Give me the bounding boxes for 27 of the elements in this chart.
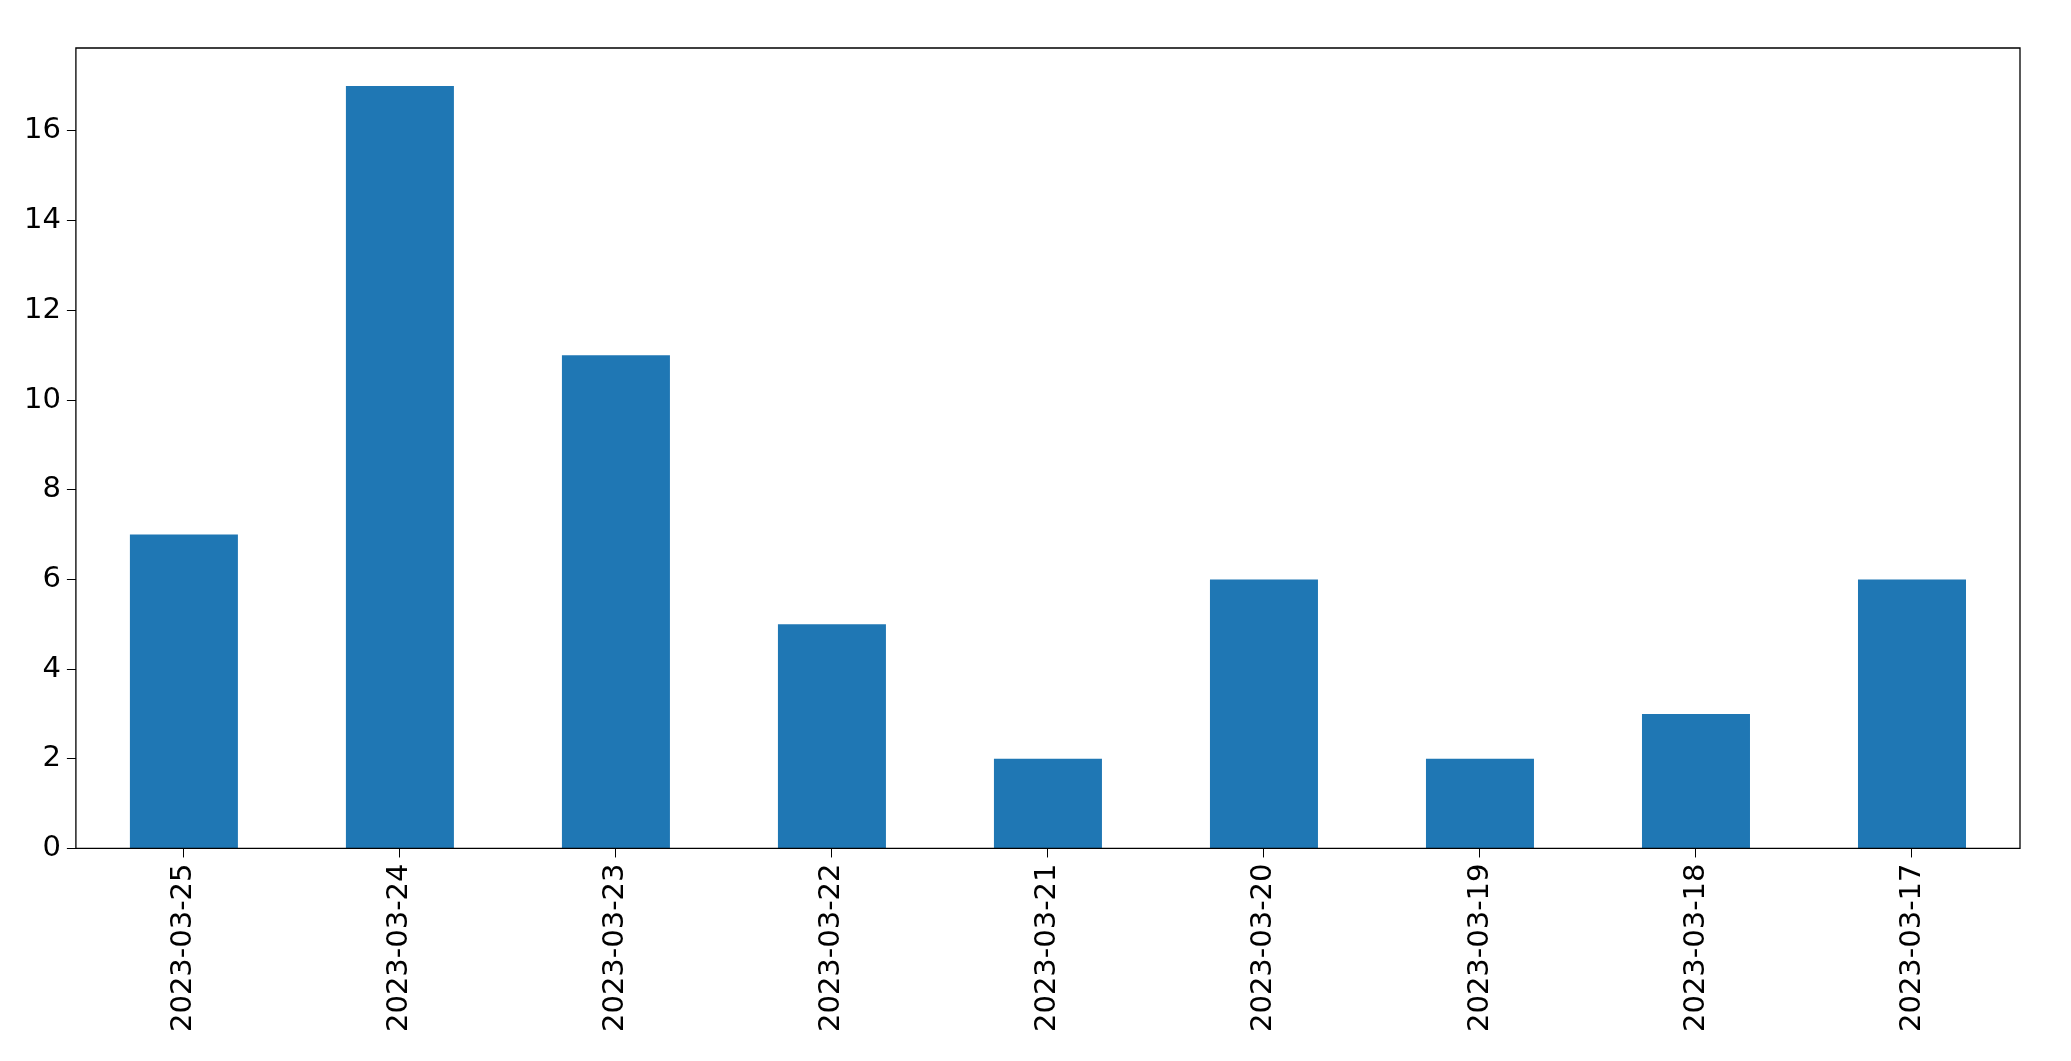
x-tick-label: 2023-03-21 xyxy=(1028,863,1063,1033)
bar xyxy=(777,624,886,848)
bar xyxy=(561,355,670,848)
x-tick-label: 2023-03-18 xyxy=(1676,863,1711,1033)
bar xyxy=(1857,579,1966,848)
y-tick-label: 2 xyxy=(42,739,61,774)
y-tick-label: 16 xyxy=(24,111,61,146)
x-tick-label: 2023-03-19 xyxy=(1460,863,1495,1033)
bar xyxy=(1209,579,1318,848)
x-tick-label: 2023-03-20 xyxy=(1244,863,1279,1033)
y-tick-label: 12 xyxy=(24,290,61,325)
y-tick-label: 8 xyxy=(42,470,61,505)
bar xyxy=(993,758,1102,848)
x-tick-label: 2023-03-23 xyxy=(596,863,631,1033)
bar xyxy=(345,86,454,848)
x-tick-label: 2023-03-25 xyxy=(164,863,199,1033)
x-tick-label: 2023-03-24 xyxy=(380,863,415,1033)
x-tick-label: 2023-03-17 xyxy=(1892,863,1927,1033)
bar xyxy=(1425,758,1534,848)
bar xyxy=(129,534,238,848)
y-tick-label: 4 xyxy=(42,649,61,684)
y-tick-label: 14 xyxy=(24,201,61,236)
y-tick-label: 0 xyxy=(42,829,61,863)
bar xyxy=(1641,713,1750,848)
y-tick-label: 10 xyxy=(24,380,61,415)
x-tick-label: 2023-03-22 xyxy=(812,863,847,1033)
y-tick-label: 6 xyxy=(42,559,61,594)
